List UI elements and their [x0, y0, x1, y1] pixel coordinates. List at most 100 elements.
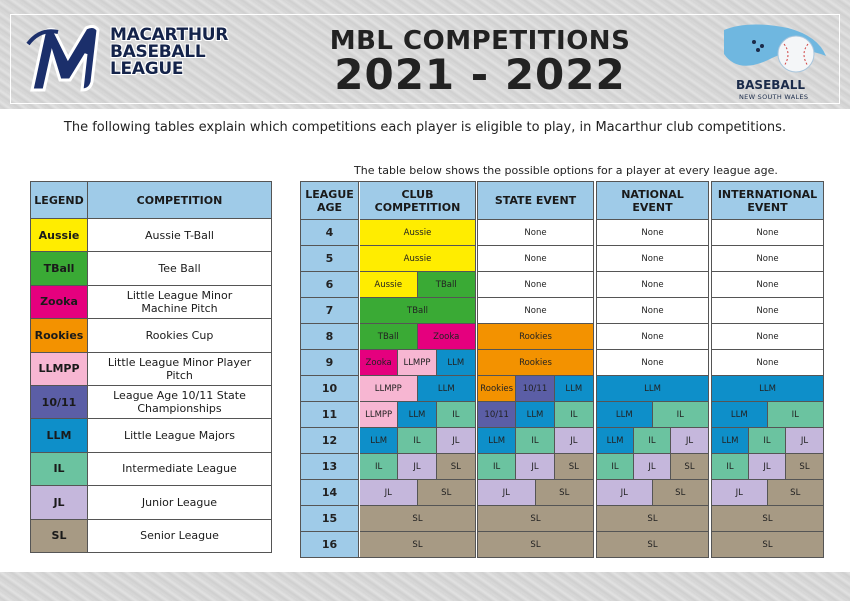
competition-cell: IL [767, 402, 823, 428]
legend-body: Aussie Aussie T-Ball TBall Tee Ball Zooka Lit… [30, 217, 272, 553]
competition-cell: Rookies [478, 350, 593, 376]
competition-cell: LLM [436, 350, 475, 376]
competition-cell: JL [712, 480, 768, 506]
legend-code: Rookies [30, 318, 88, 353]
competition-cell: SL [786, 454, 823, 480]
competition-cell: TBall [360, 324, 418, 350]
legend-code: JL [30, 485, 88, 520]
page-title: MBL COMPETITIONS [329, 26, 631, 56]
competition-cell: IL [749, 428, 786, 454]
competition-cell: SL [597, 506, 708, 532]
competition-cell: JL [749, 454, 786, 480]
legend-row: Aussie Aussie T-Ball [30, 217, 272, 253]
org-name: MACARTHUR BASEBALL LEAGUE [110, 27, 228, 78]
legend-row: JL Junior League [30, 485, 272, 520]
competition-cell: TBall [417, 272, 475, 298]
competition-cell: LLM [516, 402, 555, 428]
competition-cell: SL [417, 480, 475, 506]
competition-cell: SL [671, 454, 708, 480]
competition-cell: None [597, 298, 708, 324]
legend-row: IL Intermediate League [30, 451, 272, 487]
competition-cell: JL [634, 454, 671, 480]
matrix-block-international: INTERNATIONAL EVENT None None None None None N… [711, 181, 824, 558]
footer-banner [0, 572, 850, 601]
competition-cell: LLM [478, 428, 517, 454]
league-age-cell: 14 [301, 480, 359, 506]
competition-cell: None [597, 324, 708, 350]
table-note: The table below shows the possible optio… [354, 164, 778, 177]
competition-cell: JL [398, 454, 437, 480]
legend-row: TBall Tee Ball [30, 251, 272, 286]
matrix-header-state: STATE EVENT [478, 182, 593, 220]
competition-cell: SL [535, 480, 593, 506]
competition-cell: LLM [597, 428, 634, 454]
macarthur-logo: MACARTHUR BASEBALL LEAGUE [24, 20, 234, 98]
competition-cell: LLM [597, 376, 708, 402]
competition-cell: None [597, 272, 708, 298]
legend-competition: Senior League [87, 518, 272, 553]
competition-cell: SL [767, 480, 823, 506]
competition-cell: LLM [712, 376, 823, 402]
competition-cell: SL [652, 480, 708, 506]
legend-competition: Intermediate League [87, 451, 272, 487]
legend-table: LEGEND COMPETITION Aussie Aussie T-Ball TB… [30, 181, 272, 553]
competition-cell: JL [597, 480, 653, 506]
competition-cell: 10/11 [478, 402, 517, 428]
league-age-cell: 15 [301, 506, 359, 532]
matrix-header-national: NATIONAL EVENT [597, 182, 708, 220]
legend-code: LLM [30, 418, 88, 453]
competition-cell: IL [436, 402, 475, 428]
competition-cell: SL [478, 532, 593, 558]
legend-row: Rookies Rookies Cup [30, 318, 272, 353]
competition-cell: Aussie [360, 220, 475, 246]
legend-code: 10/11 [30, 384, 88, 420]
org-line-1: MACARTHUR [110, 25, 229, 45]
legend-competition: Aussie T-Ball [87, 217, 272, 253]
competition-cell: IL [360, 454, 399, 480]
competition-cell: Rookies [478, 324, 593, 350]
league-age-cell: 16 [301, 532, 359, 558]
matrix-block-age-club: LEAGUE AGE 4 5 6 7 8 9 10 11 12 13 14 15 16 CLUB COMPE… [300, 181, 476, 558]
legend-competition: Little League Minor Machine Pitch [87, 284, 272, 320]
league-age-cell: 12 [301, 428, 359, 454]
competition-cell: None [712, 272, 823, 298]
header-banner [0, 0, 850, 109]
competition-cell: IL [516, 428, 555, 454]
competition-cell: SL [597, 532, 708, 558]
competition-cell: IL [597, 454, 634, 480]
competition-cell: IL [652, 402, 708, 428]
league-age-cell: 4 [301, 220, 359, 246]
competition-cell: SL [436, 454, 475, 480]
baseball-nsw-logo: BASEBALL NEW SOUTH WALES [718, 20, 833, 104]
competition-cell: LLM [398, 402, 437, 428]
competition-cell: JL [786, 428, 823, 454]
competition-cell: LLM [712, 428, 749, 454]
competition-cell: SL [360, 532, 475, 558]
competition-cell: None [478, 220, 593, 246]
league-age-cell: 5 [301, 246, 359, 272]
matrix-block-state: STATE EVENT None None None None Rookies Rookie… [477, 181, 594, 558]
legend-row: Zooka Little League Minor Machine Pitch [30, 284, 272, 320]
intro-text: The following tables explain which compe… [63, 120, 787, 135]
competition-cell: LLM [417, 376, 475, 402]
competition-cell: TBall [360, 298, 475, 324]
legend-row: LLM Little League Majors [30, 418, 272, 453]
competition-cell: IL [712, 454, 749, 480]
competition-cell: LLMPP [360, 402, 399, 428]
competition-cell: SL [554, 454, 593, 480]
matrix-header-international: INTERNATIONAL EVENT [712, 182, 823, 220]
legend-code: Aussie [30, 217, 88, 253]
competition-cell: IL [634, 428, 671, 454]
competition-cell: None [712, 324, 823, 350]
competition-cell: JL [478, 480, 536, 506]
season-title: 2021 - 2022 [334, 50, 626, 99]
competition-cell: LLMPP [360, 376, 418, 402]
matrix-header-age: LEAGUE AGE [301, 182, 359, 220]
competition-cell: JL [360, 480, 418, 506]
competition-cell: Aussie [360, 272, 418, 298]
legend-code: TBall [30, 251, 88, 286]
m-logo-icon [26, 24, 100, 92]
competition-cell: JL [554, 428, 593, 454]
competition-cell: None [712, 350, 823, 376]
matrix-header-club: CLUB COMPETITION [360, 182, 475, 220]
